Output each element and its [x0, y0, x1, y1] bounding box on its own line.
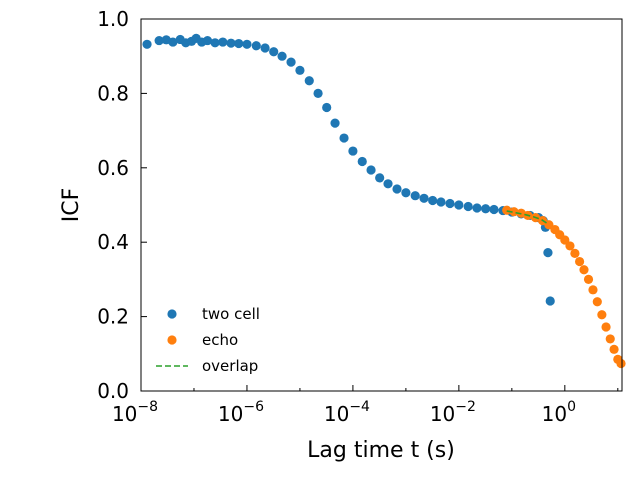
data-point — [592, 297, 602, 307]
y-tick-label: 1.0 — [97, 7, 129, 31]
data-point — [242, 39, 252, 49]
series-echo — [502, 205, 626, 369]
legend-marker — [167, 309, 177, 319]
legend-label: overlap — [202, 357, 258, 375]
data-point — [454, 200, 464, 210]
data-point — [142, 39, 152, 49]
data-point — [168, 37, 178, 47]
data-point — [502, 205, 512, 215]
data-point — [579, 265, 589, 275]
legend-item: overlap — [156, 357, 258, 375]
legend-label: two cell — [202, 305, 260, 323]
y-axis-label: ICF — [59, 188, 84, 223]
x-tick-label: 10−8 — [112, 399, 158, 426]
data-point — [463, 201, 473, 212]
plot-area — [142, 33, 626, 369]
data-point — [543, 248, 553, 258]
data-point — [277, 51, 287, 61]
legend: two cell echo overlap — [156, 305, 260, 375]
data-point — [588, 285, 598, 295]
data-point — [304, 76, 314, 86]
data-point — [601, 322, 611, 332]
data-point — [392, 184, 402, 194]
data-point — [348, 146, 358, 156]
data-point — [251, 41, 261, 51]
x-tick-label: 10−4 — [324, 399, 370, 426]
y-tick-label: 0.6 — [97, 156, 129, 180]
x-tick-label: 10−6 — [218, 399, 264, 426]
data-point — [226, 38, 236, 48]
x-tick-label: 10−2 — [430, 399, 476, 426]
data-point — [401, 188, 411, 198]
data-point — [286, 57, 296, 67]
data-point — [218, 37, 228, 47]
x-axis-label: Lag time t (s) — [307, 438, 455, 463]
data-point — [445, 198, 455, 209]
data-point — [322, 102, 332, 113]
data-point — [210, 38, 220, 48]
y-tick-label: 0.4 — [97, 230, 129, 254]
data-point — [436, 197, 446, 207]
y-tick-label: 0.0 — [97, 379, 129, 403]
data-point — [375, 173, 385, 183]
data-point — [574, 256, 585, 267]
data-point — [419, 193, 429, 203]
data-point — [313, 88, 323, 98]
data-point — [339, 133, 349, 143]
data-point — [509, 207, 519, 217]
data-point — [154, 35, 164, 46]
data-point — [260, 43, 270, 53]
data-point — [472, 203, 482, 213]
series-overlap — [506, 210, 547, 224]
data-point — [609, 344, 619, 354]
data-point — [605, 334, 615, 344]
data-point — [545, 296, 555, 306]
legend-item: echo — [167, 331, 238, 349]
data-point — [366, 165, 376, 175]
data-point — [330, 118, 340, 128]
data-point — [410, 191, 420, 201]
data-point — [202, 35, 213, 46]
data-point — [428, 195, 438, 206]
data-point — [616, 358, 626, 369]
data-point — [234, 38, 244, 49]
axis-ticks: 10−8 10−6 10−4 10−2 100 0.0 0.2 0.4 0.6 0.8 1.0 — [97, 7, 619, 426]
data-point — [583, 274, 594, 284]
data-point — [269, 47, 279, 57]
x-tick-label: 100 — [542, 399, 576, 426]
data-point — [357, 156, 367, 167]
legend-label: echo — [202, 331, 238, 349]
data-point — [597, 310, 607, 320]
y-tick-label: 0.2 — [97, 305, 129, 329]
data-point — [481, 204, 491, 214]
legend-item: two cell — [167, 305, 260, 323]
data-point — [295, 65, 305, 75]
series-two-cell — [142, 33, 555, 306]
legend-marker — [167, 335, 177, 345]
data-point — [489, 204, 499, 215]
axes-frame — [140, 18, 623, 392]
data-point — [565, 241, 575, 251]
y-tick-label: 0.8 — [97, 81, 129, 105]
data-point — [560, 235, 570, 245]
series-line — [506, 210, 547, 224]
data-point — [383, 179, 393, 189]
data-point — [570, 248, 580, 258]
